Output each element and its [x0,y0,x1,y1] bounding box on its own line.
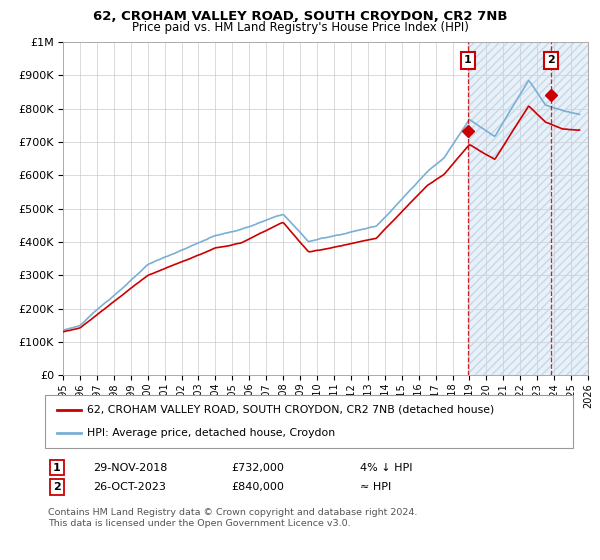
Text: Price paid vs. HM Land Registry's House Price Index (HPI): Price paid vs. HM Land Registry's House … [131,21,469,34]
Text: 29-NOV-2018: 29-NOV-2018 [93,463,167,473]
HPI: Average price, detached house, Croydon: (2e+03, 3.59e+05): Average price, detached house, Croydon: … [166,252,173,259]
62, CROHAM VALLEY ROAD, SOUTH CROYDON, CR2 7NB (detached house) [147,271,154,278]
62, CROHAM VALLEY ROAD, SOUTH CROYDON, CR2 7NB (detached house) [166,263,173,270]
Text: 1: 1 [464,55,472,66]
Text: HPI: Average price, detached house, Croydon: HPI: Average price, detached house, Croy… [87,428,335,438]
HPI: Average price, detached house, Croydon: (2e+03, 2.39e+05): Average price, detached house, Croydon: … [110,292,118,299]
Text: £840,000: £840,000 [231,482,284,492]
Line: 62, CROHAM VALLEY ROAD, SOUTH CROYDON, CR2 7NB (detached house): 62, CROHAM VALLEY ROAD, SOUTH CROYDON, C… [63,106,580,332]
Bar [468,42,588,375]
HPI: Average price, detached house, Croydon: (2e+03, 1.35e+05): Average price, detached house, Croydon: … [59,327,67,334]
HPI: Average price, detached house, Croydon: (2.01e+03, 4.23e+05): Average price, detached house, Croydon: … [338,231,346,238]
62, CROHAM VALLEY ROAD, SOUTH CROYDON, CR2 7NB (detached house) [338,242,346,249]
62, CROHAM VALLEY ROAD, SOUTH CROYDON, CR2 7NB (detached house) [576,127,583,133]
Text: £732,000: £732,000 [231,463,284,473]
62, CROHAM VALLEY ROAD, SOUTH CROYDON, CR2 7NB (detached house) [413,193,421,200]
62, CROHAM VALLEY ROAD, SOUTH CROYDON, CR2 7NB (detached house) [110,298,118,305]
Bar [468,42,588,375]
Text: 1: 1 [53,463,61,473]
HPI: Average price, detached house, Croydon: (2e+03, 3.36e+05): Average price, detached house, Croydon: … [147,260,154,267]
HPI: Average price, detached house, Croydon: (2.02e+03, 5.77e+05): Average price, detached house, Croydon: … [413,180,421,186]
Text: 26-OCT-2023: 26-OCT-2023 [93,482,166,492]
HPI: Average price, detached house, Croydon: (2.02e+03, 6.57e+05): Average price, detached house, Croydon: … [442,153,449,160]
62, CROHAM VALLEY ROAD, SOUTH CROYDON, CR2 7NB (detached house) [525,103,532,110]
HPI: Average price, detached house, Croydon: (2.02e+03, 8.84e+05): Average price, detached house, Croydon: … [525,77,532,84]
62, CROHAM VALLEY ROAD, SOUTH CROYDON, CR2 7NB (detached house) [442,170,449,176]
Text: 4% ↓ HPI: 4% ↓ HPI [360,463,413,473]
Text: 2: 2 [53,482,61,492]
Text: ≈ HPI: ≈ HPI [360,482,391,492]
Text: 2: 2 [547,55,555,66]
Line: HPI: Average price, detached house, Croydon: HPI: Average price, detached house, Croy… [63,81,580,330]
Text: 62, CROHAM VALLEY ROAD, SOUTH CROYDON, CR2 7NB (detached house): 62, CROHAM VALLEY ROAD, SOUTH CROYDON, C… [87,405,494,415]
Text: 62, CROHAM VALLEY ROAD, SOUTH CROYDON, CR2 7NB: 62, CROHAM VALLEY ROAD, SOUTH CROYDON, C… [93,10,507,23]
62, CROHAM VALLEY ROAD, SOUTH CROYDON, CR2 7NB (detached house) [59,328,67,335]
HPI: Average price, detached house, Croydon: (2.03e+03, 7.83e+05): Average price, detached house, Croydon: … [576,111,583,118]
Text: Contains HM Land Registry data © Crown copyright and database right 2024.
This d: Contains HM Land Registry data © Crown c… [48,508,418,528]
